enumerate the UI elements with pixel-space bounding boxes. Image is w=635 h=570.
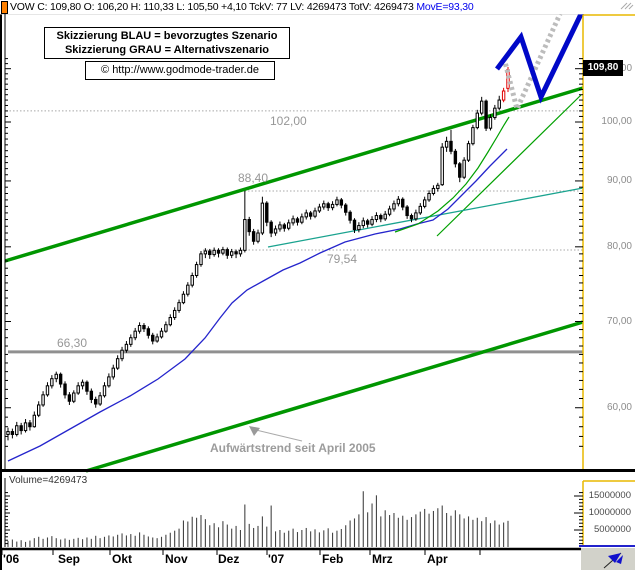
month-label-'06: '06 bbox=[3, 552, 20, 566]
price-tick-90,00: 90,00 bbox=[606, 174, 632, 186]
quote-values: VOW C: 109,80 O: 106,20 H: 110,33 L: 105… bbox=[10, 1, 417, 13]
scenario-sketches bbox=[495, 10, 585, 117]
level-label-79,54: 79,54 bbox=[327, 252, 358, 266]
scenario-legend-line2: Skizzierung GRAU = Alternativszenario bbox=[64, 44, 270, 56]
price-axis bbox=[5, 58, 583, 447]
month-label-Sep: Sep bbox=[58, 552, 81, 566]
price-tick-70,00: 70,00 bbox=[606, 315, 632, 327]
volume-tick-15000000: 15000000 bbox=[588, 490, 631, 501]
price-levels bbox=[6, 110, 583, 354]
copyright-box: © http://www.godmode-trader.de bbox=[85, 61, 275, 80]
scenario-legend-box: Skizzierung BLAU = bevorzugtes Szenario … bbox=[44, 27, 290, 59]
month-label-'07: '07 bbox=[268, 552, 285, 566]
month-label-Feb: Feb bbox=[322, 552, 344, 566]
scenario-legend-line1: Skizzierung BLAU = bevorzugtes Szenario bbox=[56, 30, 278, 42]
price-tick-100,00: 100,00 bbox=[601, 116, 632, 127]
level-label-66,30: 66,30 bbox=[57, 336, 88, 350]
level-label-88,40: 88,40 bbox=[238, 171, 269, 185]
moving-average-value: MovE=93,30 bbox=[416, 1, 474, 13]
price-tick-60,00: 60,00 bbox=[606, 401, 632, 413]
copyright-text: © http://www.godmode-trader.de bbox=[101, 64, 259, 76]
volume-bars bbox=[7, 491, 509, 547]
quote-titlebar: VOW C: 109,80 O: 106,20 H: 110,33 L: 105… bbox=[0, 0, 635, 14]
price-tick-80,00: 80,00 bbox=[606, 240, 632, 252]
month-label-Apr: Apr bbox=[427, 552, 448, 566]
month-label-Okt: Okt bbox=[112, 552, 133, 566]
month-label-Dez: Dez bbox=[218, 552, 240, 566]
volume-tick-10000000: 10000000 bbox=[588, 507, 631, 518]
trend-arrow bbox=[249, 426, 303, 442]
month-label-Mrz: Mrz bbox=[372, 552, 393, 566]
quote-line: VOW C: 109,80 O: 106,20 H: 110,33 L: 105… bbox=[10, 1, 474, 13]
candlesticks bbox=[6, 67, 510, 441]
flag-tool-icon[interactable] bbox=[581, 548, 635, 570]
time-axis bbox=[1, 549, 481, 555]
volume-readout: Volume=4269473 bbox=[9, 475, 88, 486]
resize-grip-icon[interactable] bbox=[618, 2, 634, 10]
level-label-102,00: 102,00 bbox=[270, 114, 307, 128]
uptrend-annotation: Aufwärtstrend seit April 2005 bbox=[210, 441, 376, 455]
window-accent-chip bbox=[1, 1, 8, 14]
month-label-Nov: Nov bbox=[165, 552, 188, 566]
volume-tick-5000000: 5000000 bbox=[594, 524, 631, 535]
current-price-badge: 109,80 bbox=[583, 60, 623, 76]
trendlines bbox=[4, 86, 584, 473]
corner-panel bbox=[581, 548, 635, 570]
volume-axis bbox=[5, 492, 583, 545]
